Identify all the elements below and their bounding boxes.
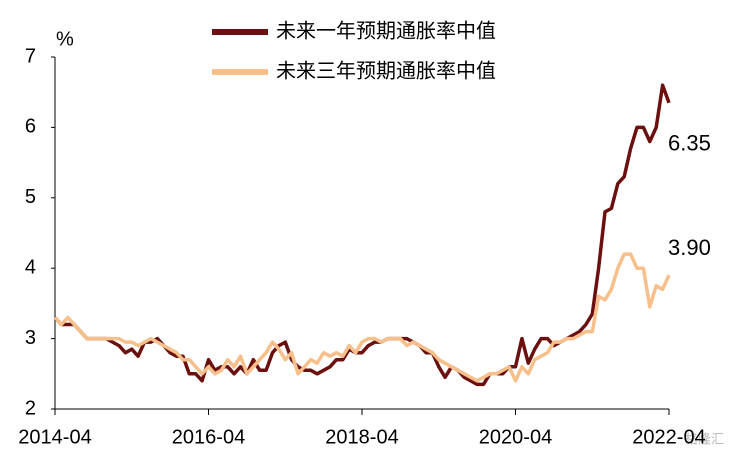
y-tick-label: 4 xyxy=(25,256,36,278)
x-tick-label: 2018-04 xyxy=(325,426,398,448)
series-line xyxy=(53,252,671,383)
legend-label: 未来三年预期通胀率中值 xyxy=(276,59,496,82)
y-tick-label: 3 xyxy=(25,327,36,349)
x-tick-label: 2014-04 xyxy=(18,426,91,448)
x-tick-label: 2016-04 xyxy=(172,426,245,448)
y-tick-label: 5 xyxy=(25,186,36,208)
watermark: 格隆汇 xyxy=(685,431,724,446)
y-tick-label: 2 xyxy=(25,397,36,419)
y-tick-label: 7 xyxy=(25,45,36,67)
data-label: 3.90 xyxy=(668,235,711,260)
y-tick-label: 6 xyxy=(25,116,36,138)
x-tick-label: 2022-04 xyxy=(632,426,705,448)
legend-label: 未来一年预期通胀率中值 xyxy=(276,19,496,42)
data-label: 6.35 xyxy=(668,131,711,156)
y-axis-unit: % xyxy=(56,28,74,50)
x-tick-label: 2020-04 xyxy=(479,426,552,448)
